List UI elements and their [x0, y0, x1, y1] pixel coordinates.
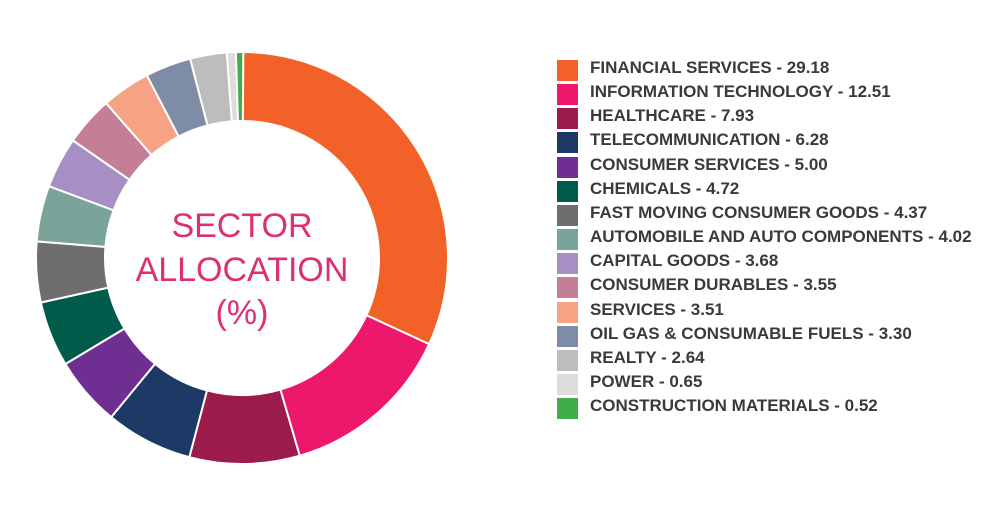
legend-swatch-5 — [557, 180, 578, 202]
center-label-line-1: SECTOR — [171, 207, 312, 245]
legend-swatch-10 — [557, 301, 578, 323]
legend-label-8: CAPITAL GOODS - 3.68 — [590, 251, 779, 271]
legend-swatch-1 — [557, 84, 578, 106]
legend-item-0: FINANCIAL SERVICES - 29.18 — [557, 57, 997, 81]
legend-swatch-6 — [557, 204, 578, 226]
legend-label-11: OIL GAS & CONSUMABLE FUELS - 3.30 — [590, 323, 912, 343]
slice-1 — [279, 313, 431, 457]
legend-swatch-12 — [557, 349, 578, 371]
legend-label-14: CONSTRUCTION MATERIALS - 0.52 — [590, 396, 878, 416]
legend-label-6: FAST MOVING CONSUMER GOODS - 4.37 — [590, 202, 928, 222]
legend-swatch-0 — [557, 60, 578, 81]
legend-swatch-13 — [557, 374, 578, 396]
legend-swatch-9 — [557, 277, 578, 299]
legend-swatch-14 — [557, 398, 578, 420]
legend-item-3: TELECOMMUNICATION - 6.28 — [557, 129, 997, 154]
legend-item-7: AUTOMOBILE AND AUTO COMPONENTS - 4.02 — [557, 226, 997, 251]
legend-item-9: CONSUMER DURABLES - 3.55 — [557, 274, 997, 299]
slice-0 — [241, 50, 449, 346]
legend-swatch-8 — [557, 253, 578, 275]
legend-swatch-2 — [557, 108, 578, 130]
legend-label-5: CHEMICALS - 4.72 — [590, 178, 740, 198]
legend-label-13: POWER - 0.65 — [590, 372, 703, 392]
legend-label-1: INFORMATION TECHNOLOGY - 12.51 — [590, 82, 891, 102]
legend-swatch-4 — [557, 156, 578, 178]
center-label-line-3: (%) — [216, 294, 269, 332]
legend-swatch-7 — [557, 229, 578, 251]
legend-label-9: CONSUMER DURABLES - 3.55 — [590, 275, 837, 295]
legend-item-10: SERVICES - 3.51 — [557, 299, 997, 323]
legend-item-5: CHEMICALS - 4.72 — [557, 178, 997, 202]
slice-2 — [188, 388, 301, 465]
legend: FINANCIAL SERVICES - 29.18 INFORMATION TE… — [557, 57, 997, 420]
legend-label-0: FINANCIAL SERVICES - 29.18 — [590, 58, 830, 77]
slice-14 — [234, 51, 245, 123]
donut-slices — [35, 50, 449, 465]
legend-swatch-11 — [557, 325, 578, 347]
legend-item-1: INFORMATION TECHNOLOGY - 12.51 — [557, 81, 997, 106]
center-label-line-2: ALLOCATION — [136, 251, 349, 289]
legend-label-2: HEALTHCARE - 7.93 — [590, 106, 755, 126]
legend-item-2: HEALTHCARE - 7.93 — [557, 105, 997, 130]
legend-label-4: CONSUMER SERVICES - 5.00 — [590, 154, 828, 174]
legend-item-14: CONSTRUCTION MATERIALS - 0.52 — [557, 395, 997, 420]
legend-item-11: OIL GAS & CONSUMABLE FUELS - 3.30 — [557, 323, 997, 347]
legend-item-12: REALTY - 2.64 — [557, 347, 997, 371]
legend-item-8: CAPITAL GOODS - 3.68 — [557, 250, 997, 275]
legend-label-12: REALTY - 2.64 — [590, 347, 705, 367]
legend-item-6: FAST MOVING CONSUMER GOODS - 4.37 — [557, 202, 997, 226]
legend-item-4: CONSUMER SERVICES - 5.00 — [557, 154, 997, 178]
legend-label-10: SERVICES - 3.51 — [590, 299, 724, 319]
legend-label-3: TELECOMMUNICATION - 6.28 — [590, 130, 829, 150]
legend-swatch-3 — [557, 132, 578, 154]
donut-chart: SECTOR ALLOCATION (%) — [35, 50, 449, 465]
legend-label-7: AUTOMOBILE AND AUTO COMPONENTS - 4.02 — [590, 227, 972, 247]
legend-item-13: POWER - 0.65 — [557, 371, 997, 396]
